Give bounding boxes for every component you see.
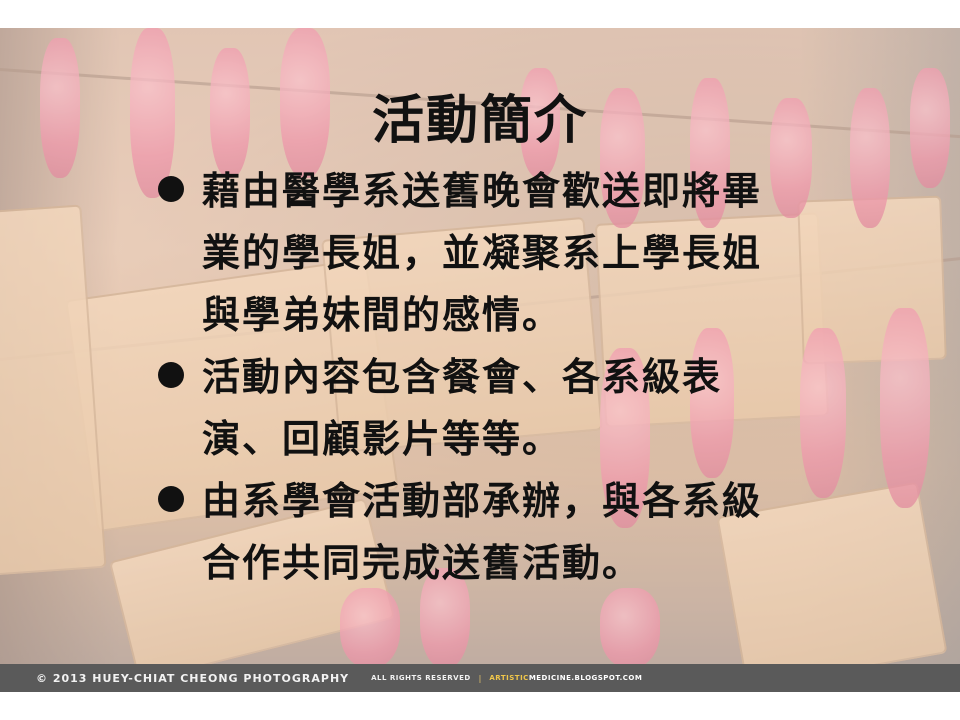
pink-tassel <box>520 68 560 178</box>
pink-tassel <box>40 38 80 178</box>
pink-tassel <box>690 78 730 228</box>
bullet-item: 活動內容包含餐會、各系級表演、回顧影片等等。 <box>150 346 790 470</box>
pink-tassel <box>340 588 400 664</box>
pink-tassel <box>850 88 890 228</box>
blog-url: ARTISTICMEDICINE.BLOGSPOT.COM <box>489 674 642 682</box>
blog-url-rest: MEDICINE.BLOGSPOT.COM <box>528 674 643 682</box>
pink-tassel <box>420 568 470 664</box>
footer-separator: | <box>478 673 482 683</box>
bullet-dot-icon <box>158 362 184 388</box>
pink-tassel <box>600 88 645 228</box>
bullet-text: 由系學會活動部承辦，與各系級合作共同完成送舊活動。 <box>202 479 763 585</box>
pink-tassel <box>910 68 950 188</box>
copyright-text: © 2013 HUEY-CHIAT CHEONG PHOTOGRAPHY <box>36 671 350 685</box>
photo-light-overlay <box>0 28 960 664</box>
bullet-item: 由系學會活動部承辦，與各系級合作共同完成送舊活動。 <box>150 470 790 594</box>
bullet-text: 藉由醫學系送舊晚會歡送即將畢業的學長姐，並凝聚系上學長姐與學弟妹間的感情。 <box>202 169 763 337</box>
pink-tassel <box>880 308 930 508</box>
bullet-dot-icon <box>158 176 184 202</box>
pink-tassel <box>600 348 650 528</box>
pink-tassel <box>130 28 175 198</box>
pink-tassel <box>800 328 846 498</box>
blog-url-accent: ARTISTIC <box>489 674 529 682</box>
bullet-list: 藉由醫學系送舊晚會歡送即將畢業的學長姐，並凝聚系上學長姐與學弟妹間的感情。 活動… <box>150 160 790 594</box>
pink-tassel <box>600 588 660 664</box>
bullet-item: 藉由醫學系送舊晚會歡送即將畢業的學長姐，並凝聚系上學長姐與學弟妹間的感情。 <box>150 160 790 346</box>
bullet-text: 活動內容包含餐會、各系級表演、回顧影片等等。 <box>202 355 723 461</box>
rights-text: ALL RIGHTS RESERVED <box>371 674 471 682</box>
photo-credit-bar: © 2013 HUEY-CHIAT CHEONG PHOTOGRAPHY ALL… <box>0 664 960 692</box>
pink-tassel <box>770 98 812 218</box>
pink-tassel <box>690 328 734 478</box>
pink-tassel <box>280 28 330 178</box>
background-photo <box>0 28 960 664</box>
bullet-dot-icon <box>158 486 184 512</box>
slide-title: 活動簡介 <box>371 91 588 151</box>
pink-tassel <box>210 48 250 178</box>
